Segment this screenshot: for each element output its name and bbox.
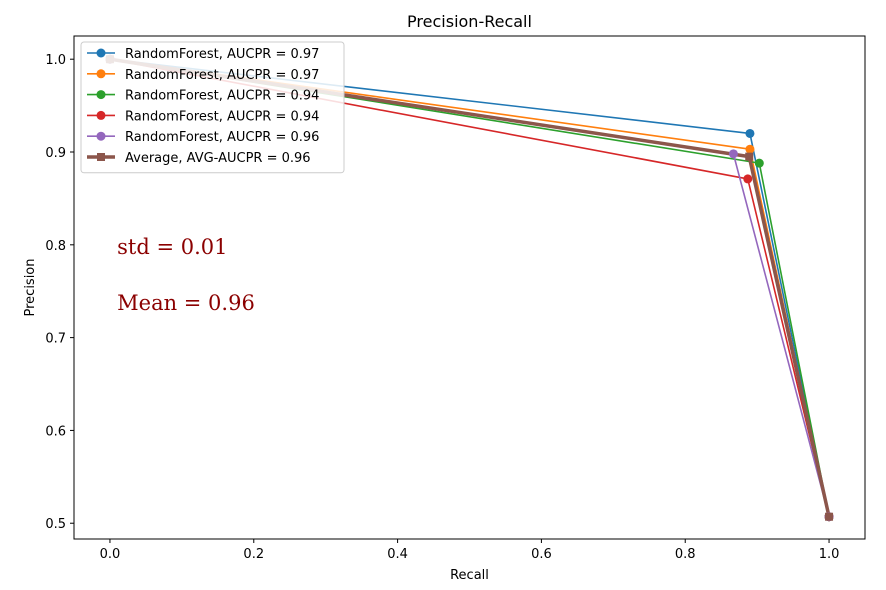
x-tick-label: 0.0 — [100, 547, 121, 562]
legend-entry-label: RandomForest, AUCPR = 0.97 — [125, 68, 319, 83]
data-point — [745, 144, 755, 154]
legend-box — [80, 41, 345, 174]
legend-swatch-marker — [97, 153, 105, 161]
data-point — [745, 152, 754, 161]
y-tick-label: 1.0 — [45, 53, 66, 68]
legend-entry-label: Average, AVG-AUCPR = 0.96 — [125, 151, 311, 166]
data-point — [754, 158, 764, 168]
legend: RandomForest, AUCPR = 0.97 RandomForest, … — [80, 41, 345, 174]
legend-swatch-marker — [96, 69, 106, 79]
annotation-text: std = 0.01 — [117, 235, 227, 259]
y-axis-label: Precision — [23, 258, 38, 316]
annotations: std = 0.01 Mean = 0.96 — [117, 235, 255, 315]
y-tick-label: 0.7 — [45, 332, 66, 347]
data-point — [743, 174, 753, 184]
y-tick-label: 0.8 — [45, 239, 66, 254]
data-point — [728, 149, 738, 159]
y-tick-label: 0.9 — [45, 146, 66, 161]
x-tick-label: 0.6 — [531, 547, 552, 562]
legend-entry-label: RandomForest, AUCPR = 0.97 — [125, 47, 319, 62]
annotation-text: Mean = 0.96 — [117, 291, 255, 315]
legend-swatch-marker — [96, 131, 106, 141]
y-tick-label: 0.6 — [45, 424, 66, 439]
chart-title: Precision-Recall — [407, 12, 532, 31]
x-tick-label: 0.2 — [243, 547, 264, 562]
legend-entry-label: RandomForest, AUCPR = 0.94 — [125, 89, 319, 104]
legend-entry-label: RandomForest, AUCPR = 0.94 — [125, 109, 319, 124]
legend-swatch-marker — [96, 90, 106, 100]
data-point — [745, 128, 755, 138]
x-tick-label: 0.8 — [675, 547, 696, 562]
plot-frame — [73, 35, 866, 540]
x-tick-label: 0.4 — [387, 547, 408, 562]
legend-swatch-marker — [96, 110, 106, 120]
y-tick-label: 0.5 — [45, 517, 66, 532]
legend-entry-label: RandomForest, AUCPR = 0.96 — [125, 130, 319, 145]
y-axis-ticks: 0.5 0.6 0.7 0.8 0.9 1.0 — [45, 53, 74, 532]
x-axis-label: Recall — [450, 568, 489, 583]
data-point — [825, 512, 834, 521]
legend-swatch-marker — [96, 48, 106, 58]
x-tick-label: 1.0 — [819, 547, 840, 562]
x-axis-ticks: 0.0 0.2 0.4 0.6 0.8 1.0 — [100, 539, 840, 562]
